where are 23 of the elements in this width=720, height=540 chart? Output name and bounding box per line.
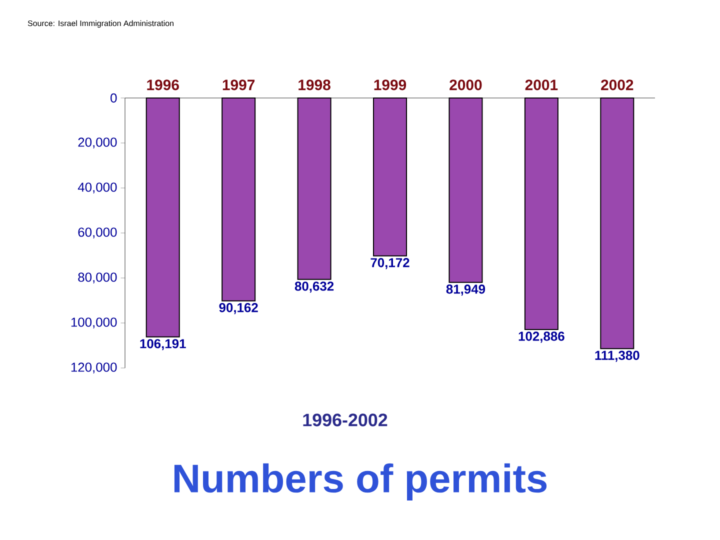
- y-tick-label: 120,000: [71, 362, 117, 374]
- x-tick-label: 1996: [147, 80, 179, 90]
- data-label: 106,191: [140, 339, 186, 350]
- data-label: 70,172: [370, 258, 410, 270]
- y-tick-label: 100,000: [71, 318, 117, 328]
- x-tick-label: 2000: [450, 80, 482, 90]
- data-label: 90,162: [219, 303, 258, 314]
- x-tick-label: 1998: [298, 80, 330, 90]
- data-label: 80,632: [294, 282, 334, 293]
- x-tick-label: 2002: [601, 80, 634, 90]
- text: Numbers of permits: [174, 463, 547, 501]
- data-label: 111,380: [595, 350, 640, 362]
- data-label: 102,886: [518, 332, 564, 343]
- x-tick-label: 2001: [525, 80, 558, 90]
- y-tick-label: 20,000: [78, 138, 117, 148]
- text: 1996-2002: [303, 414, 388, 426]
- y-tick-label: 80,000: [78, 272, 117, 284]
- x-tick-label: 1997: [222, 80, 255, 90]
- y-tick-label: 0: [110, 93, 117, 103]
- data-label: 81,949: [446, 284, 486, 296]
- y-tick-label: 60,000: [78, 228, 117, 238]
- y-tick-label: 40,000: [78, 182, 117, 194]
- x-tick-label: 1999: [374, 80, 406, 90]
